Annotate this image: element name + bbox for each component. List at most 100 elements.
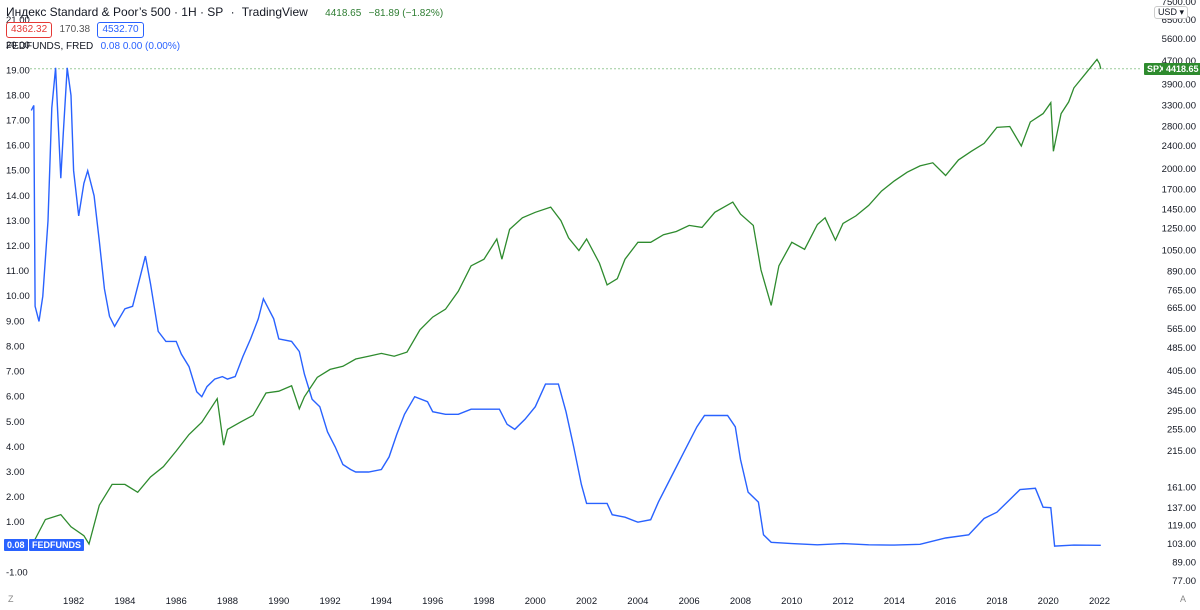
spx-line	[32, 58, 1102, 546]
indicator-values: 0.08 0.00 (0.00%)	[100, 41, 181, 52]
x-axis: 1982 1984 1986 1988 1990 1992 1994 1996 1998 2000…	[63, 596, 1110, 607]
chart-header: Индекс Standard & Poor’s 500 · 1H · SP ·…	[6, 5, 447, 19]
left-axis-tick-label: 6.00	[6, 392, 25, 403]
symbol-title[interactable]: Индекс Standard & Poor’s 500 · 1H · SP	[6, 5, 224, 19]
left-axis-tick-label: 9.00	[6, 316, 25, 327]
left-axis-tick-label: 18.00	[6, 90, 30, 101]
right-axis-tick-label: 215.00	[1167, 446, 1196, 457]
right-axis-tick-label: 1050.00	[1162, 245, 1196, 256]
left-axis-tick-label: 4.00	[6, 442, 25, 453]
x-axis-tick-label: 2020	[1038, 596, 1059, 607]
currency-selector[interactable]: USD ▾	[1153, 6, 1188, 19]
right-axis-tick-label: 6500.00	[1162, 15, 1196, 26]
right-axis-tick-label: 3300.00	[1162, 101, 1196, 112]
platform-name: TradingView	[241, 5, 308, 19]
right-axis-tick-label: 137.00	[1167, 503, 1196, 514]
fedfunds-symbol-tag: FEDFUNDS	[29, 539, 84, 552]
left-axis-tick-label: 12.00	[6, 241, 30, 252]
indicator-name[interactable]: FEDFUNDS, FRED	[6, 41, 94, 52]
left-axis-tick-label: 16.00	[6, 141, 30, 152]
left-axis-tick-label: 2.00	[6, 492, 25, 503]
x-axis-tick-label: 2004	[627, 596, 648, 607]
x-axis-tick-label: 1982	[63, 596, 84, 607]
right-axis-tick-label: 2800.00	[1162, 121, 1196, 132]
indicator-legend: FEDFUNDS, FRED 0.08 0.00 (0.00%)	[6, 38, 184, 52]
right-axis-tick-label: 255.00	[1167, 424, 1196, 435]
x-axis-tick-label: 1990	[268, 596, 289, 607]
right-axis-tick-label: 103.00	[1167, 539, 1196, 550]
x-axis-tick-label: 1988	[217, 596, 238, 607]
x-axis-tick-label: 2000	[525, 596, 546, 607]
x-axis-tick-label: 1992	[320, 596, 341, 607]
x-axis-tick-label: 2010	[781, 596, 802, 607]
right-axis-tick-label: 1450.00	[1162, 205, 1196, 216]
bid-button[interactable]: 4362.32	[6, 22, 53, 38]
right-axis-tick-label: 89.00	[1172, 557, 1196, 568]
right-axis-tick-label: 665.00	[1167, 303, 1196, 314]
right-axis-tick-label: 565.00	[1167, 324, 1196, 335]
left-axis-tick-label: 10.00	[6, 291, 30, 302]
left-axis-tick-label: 19.00	[6, 65, 30, 76]
fedfunds-value-tag: 0.08	[4, 539, 28, 552]
price-change: −81.89 (−1.82%)	[368, 8, 444, 19]
right-axis-tick-label: 405.00	[1167, 366, 1196, 377]
left-axis-tick-label: 17.00	[6, 115, 30, 126]
right-axis-tick-label: 1250.00	[1162, 223, 1196, 234]
right-axis-tick-label: 4700.00	[1162, 56, 1196, 67]
chevron-down-icon: ▾	[1179, 7, 1184, 17]
right-axis-tick-label: 7500.00	[1162, 0, 1196, 8]
left-axis-tick-label: -1.00	[6, 567, 28, 578]
right-axis-tick-label: 3900.00	[1162, 80, 1196, 91]
x-axis-tick-label: 1986	[166, 596, 187, 607]
left-axis-tick-label: 11.00	[6, 266, 29, 277]
zoom-icon[interactable]: Z	[8, 594, 14, 604]
right-axis-tick-label: 765.00	[1167, 286, 1196, 297]
spx-price-tag: 4418.65	[1163, 62, 1200, 75]
x-axis-tick-label: 2022	[1089, 596, 1110, 607]
x-axis-tick-label: 1994	[371, 596, 392, 607]
right-axis-tick-label: 295.00	[1167, 406, 1196, 417]
left-axis-tick-label: 7.00	[6, 367, 25, 378]
left-axis-tick-label: 15.00	[6, 166, 30, 177]
spread-value: 170.38	[59, 24, 91, 35]
fedfunds-line	[30, 67, 1101, 547]
x-axis-tick-label: 2006	[679, 596, 700, 607]
right-axis-tick-label: 5600.00	[1162, 34, 1196, 45]
left-axis-tick-label: 1.00	[6, 517, 25, 528]
dot-separator: ·	[230, 5, 235, 19]
right-axis-tick-label: 345.00	[1167, 386, 1196, 397]
right-axis-tick-label: 485.00	[1167, 343, 1196, 354]
left-axis-tick-label: 13.00	[6, 216, 30, 227]
x-axis-tick-label: 2018	[986, 596, 1007, 607]
x-axis-tick-label: 2008	[730, 596, 751, 607]
right-axis-tick-label: 119.00	[1168, 521, 1196, 532]
right-axis-tick-label: 77.00	[1172, 576, 1196, 587]
right-axis: 7500.00 6500.00 5600.00 4700.00 3900.00 3300.…	[1162, 0, 1196, 587]
right-axis-tick-label: 2400.00	[1162, 141, 1196, 152]
auto-scale-icon[interactable]: A	[1180, 594, 1187, 604]
x-axis-tick-label: 1984	[114, 596, 135, 607]
left-axis-tick-label: 21.00	[6, 15, 30, 26]
right-axis-tick-label: 161.00	[1167, 483, 1196, 494]
x-axis-tick-label: 1996	[422, 596, 443, 607]
x-axis-tick-label: 1998	[473, 596, 494, 607]
x-axis-tick-label: 2012	[832, 596, 853, 607]
currency-label: USD	[1157, 7, 1177, 17]
left-axis-tick-label: 14.00	[6, 191, 30, 202]
x-axis-tick-label: 2016	[935, 596, 956, 607]
right-axis-tick-label: 890.00	[1167, 266, 1196, 277]
right-axis-tick-label: 2000.00	[1162, 164, 1196, 175]
right-axis-tick-label: 1700.00	[1162, 185, 1196, 196]
bid-ask-row: 4362.32 170.38 4532.70	[6, 21, 148, 38]
spx-symbol-tag: SPX	[1144, 62, 1169, 75]
x-axis-tick-label: 2002	[576, 596, 597, 607]
ask-button[interactable]: 4532.70	[97, 22, 144, 38]
left-axis: 21.00 20.00 19.00 18.00 17.00 16.00 15.00 14.00…	[6, 15, 30, 578]
x-axis-tick-label: 2014	[884, 596, 905, 607]
left-axis-tick-label: 3.00	[6, 467, 25, 478]
last-price: 4418.65	[325, 8, 362, 19]
left-axis-tick-label: 20.00	[6, 40, 30, 51]
left-axis-tick-label: 8.00	[6, 341, 25, 352]
left-axis-tick-label: 5.00	[6, 417, 25, 428]
